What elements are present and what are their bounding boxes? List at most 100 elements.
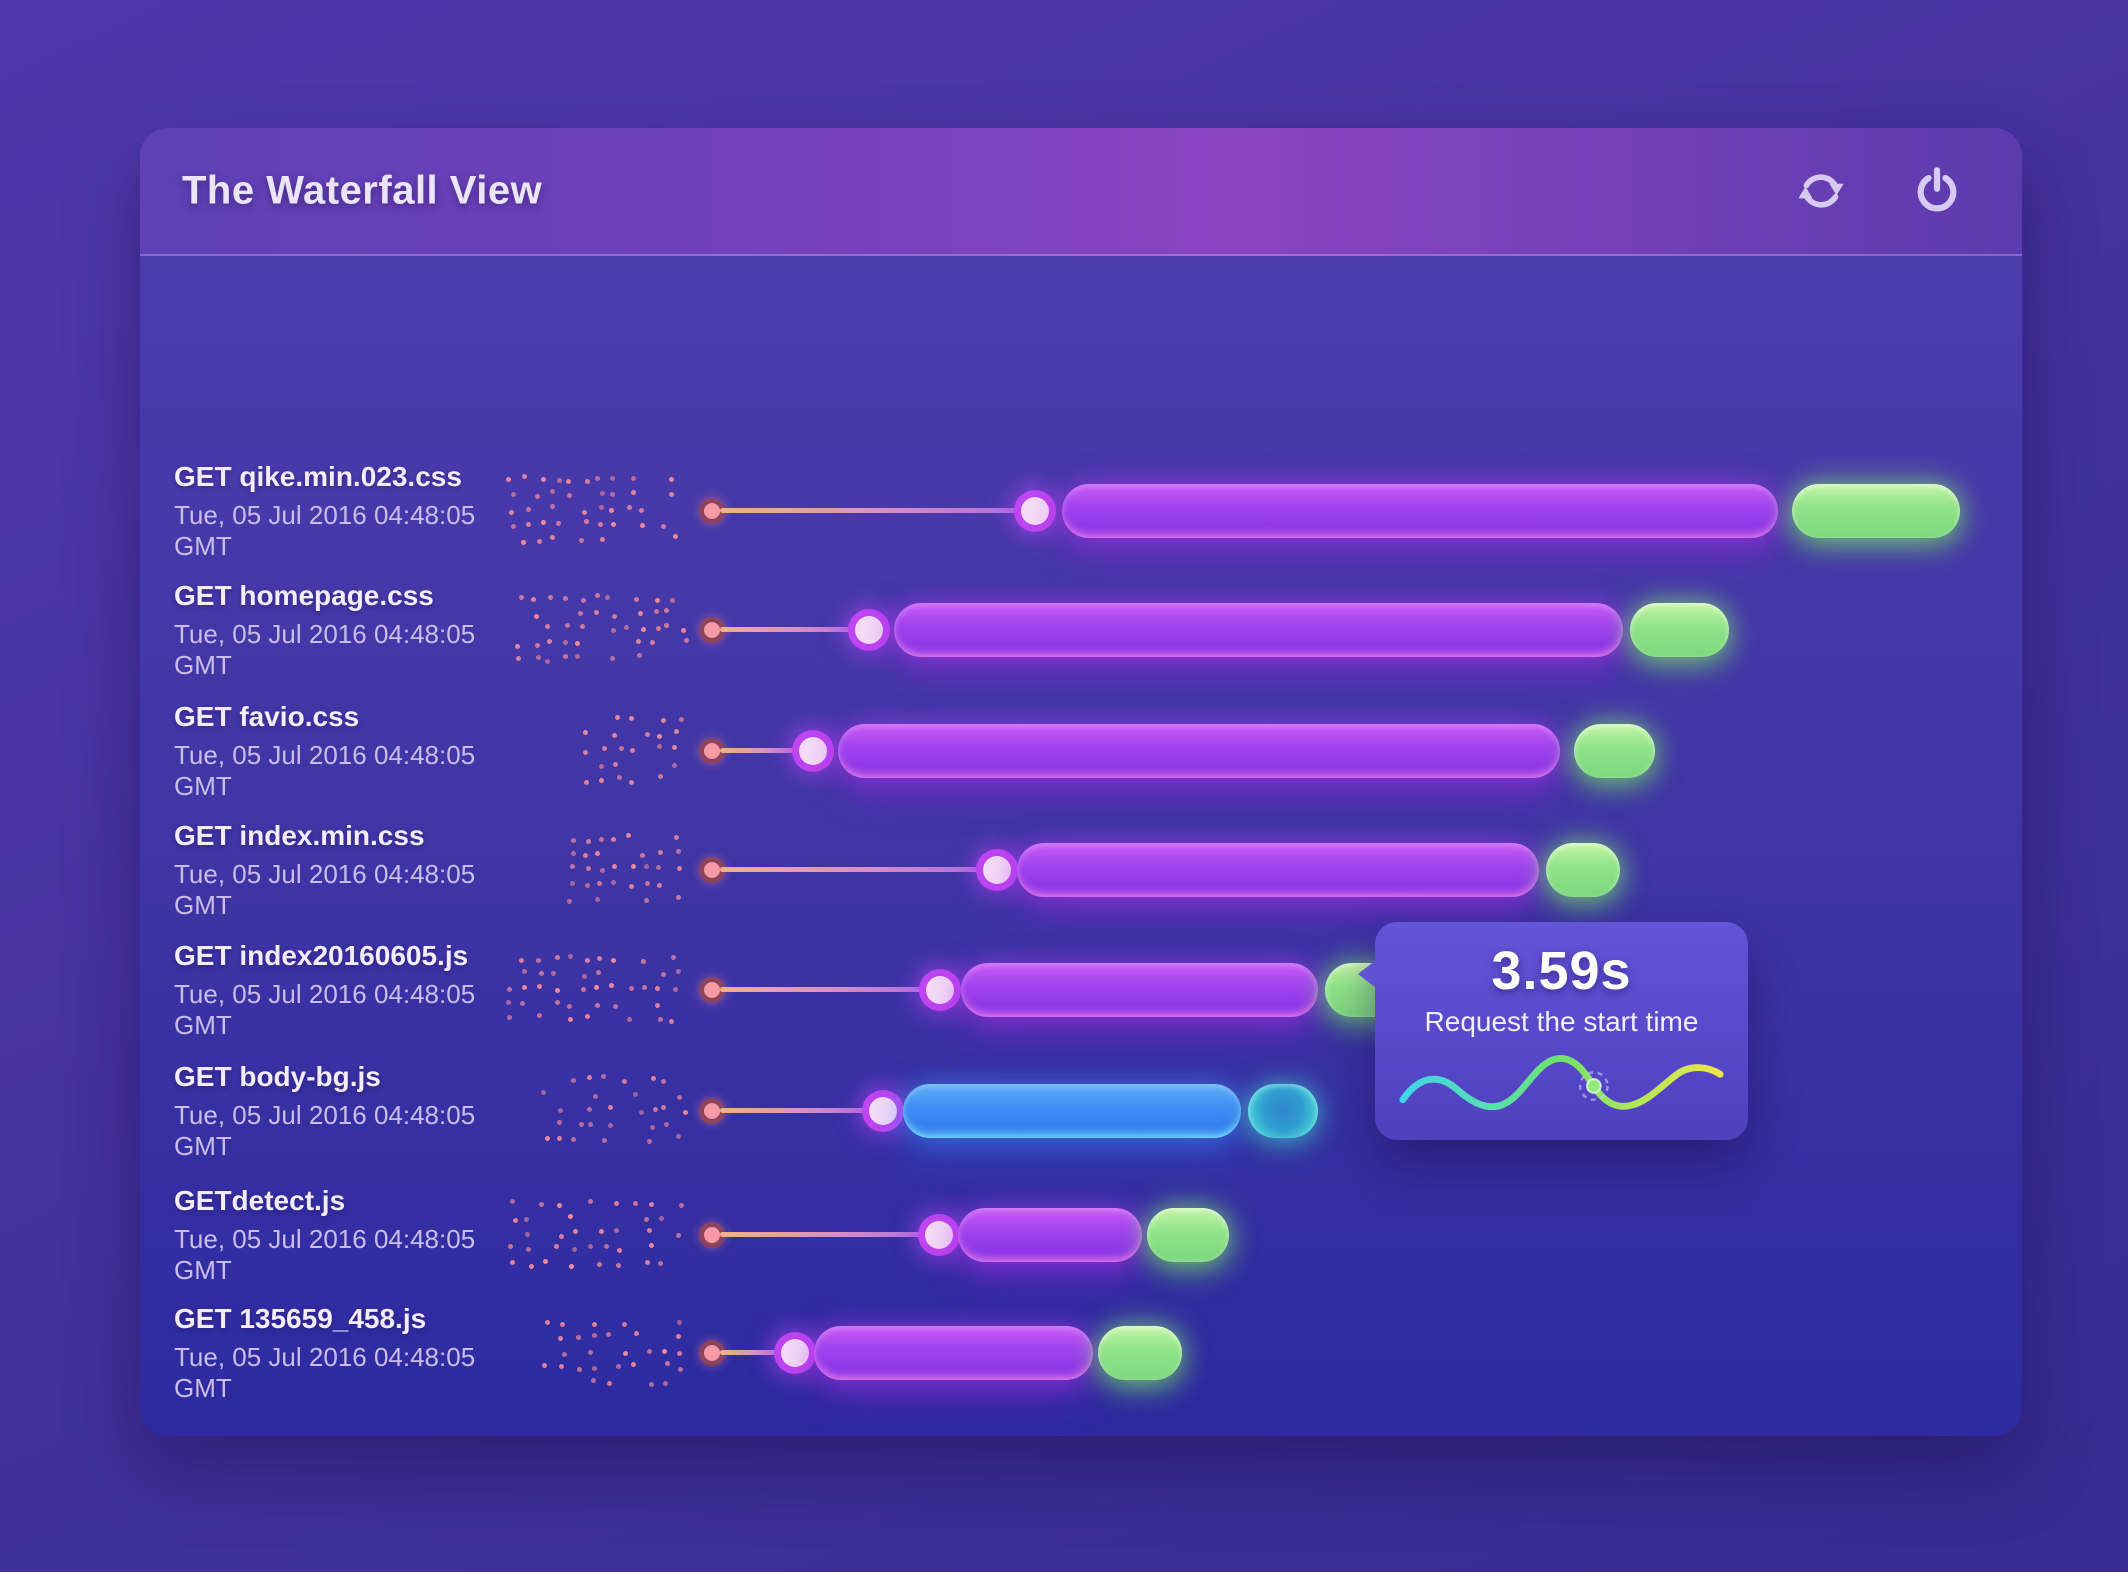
scatter-dot <box>536 1013 542 1019</box>
request-duration-bar[interactable] <box>961 963 1318 1017</box>
scatter-dot <box>611 837 617 843</box>
scatter-dot <box>526 506 532 512</box>
card-header: The Waterfall View <box>140 128 2022 256</box>
wait-line <box>720 1350 795 1355</box>
scatter-dot <box>591 1333 597 1339</box>
scatter-dot <box>629 883 635 889</box>
scatter-dot <box>640 853 646 859</box>
scatter-dot <box>578 610 584 616</box>
scatter-dot <box>576 1366 582 1372</box>
scatter-dot <box>669 477 675 483</box>
request-start-marker <box>918 1214 960 1256</box>
scatter-dot <box>616 1248 622 1254</box>
request-duration-bar[interactable] <box>903 1084 1241 1138</box>
wait-line <box>720 627 869 632</box>
scatter-dot <box>541 1090 547 1096</box>
waterfall-card: The Waterfall View <box>140 128 2022 1436</box>
scatter-dot <box>648 1202 654 1208</box>
request-label-block: GET qike.min.023.css Tue, 05 Jul 2016 04… <box>174 461 534 561</box>
scatter-dot <box>507 1014 513 1020</box>
request-duration-bar[interactable] <box>958 1208 1142 1262</box>
result-pill[interactable] <box>1630 603 1729 657</box>
scatter-dot <box>598 505 604 510</box>
scatter-dot <box>531 596 537 602</box>
scatter-dot <box>557 1119 563 1125</box>
scatter-dot <box>545 1135 551 1141</box>
request-start-marker <box>976 849 1018 891</box>
result-pill[interactable] <box>1792 484 1960 538</box>
request-label-block: GET 135659_458.js Tue, 05 Jul 2016 04:48… <box>174 1303 534 1403</box>
scatter-dot <box>525 521 531 527</box>
scatter-dot <box>661 1104 667 1110</box>
scatter-dot <box>570 837 576 843</box>
scatter-dot <box>597 1261 603 1267</box>
scatter-dot <box>566 478 572 484</box>
scatter-dot <box>572 1228 578 1234</box>
scatter-dot <box>676 1134 682 1140</box>
scatter-dot <box>506 999 512 1005</box>
scatter-dot <box>601 1074 607 1080</box>
scatter-dot <box>567 898 573 904</box>
scatter-dot <box>560 1321 566 1327</box>
wait-line <box>720 748 813 753</box>
request-duration-bar[interactable] <box>894 603 1623 657</box>
scatter-dot <box>509 1259 515 1265</box>
scatter-dot <box>674 835 680 841</box>
scatter-dot <box>655 597 661 603</box>
scatter-dot <box>627 1016 633 1022</box>
power-button[interactable] <box>1908 162 1966 220</box>
scatter-dot <box>606 1381 612 1387</box>
scatter-dot <box>656 865 662 871</box>
scatter-dot <box>631 1362 637 1368</box>
request-duration-bar[interactable] <box>1017 843 1539 897</box>
result-pill[interactable] <box>1574 724 1655 778</box>
scatter-dot <box>563 595 569 601</box>
refresh-button[interactable] <box>1792 162 1850 220</box>
request-duration-bar[interactable] <box>1062 484 1778 538</box>
scatter-dot <box>670 955 676 961</box>
request-duration-bar[interactable] <box>814 1326 1093 1380</box>
scatter-dot <box>579 624 585 630</box>
scatter-dot <box>570 863 576 869</box>
result-pill[interactable] <box>1098 1326 1182 1380</box>
scatter-dot <box>664 608 670 614</box>
scatter-dot <box>664 1122 670 1128</box>
scatter-dot <box>645 881 651 887</box>
scatter-dot <box>555 520 561 526</box>
result-pill[interactable] <box>1546 843 1620 897</box>
scatter-dot <box>623 624 629 630</box>
scatter-dot <box>599 867 605 873</box>
scatter-dots <box>567 833 689 907</box>
scatter-dot <box>616 1363 621 1369</box>
scatter-dot <box>556 477 562 483</box>
scatter-dot <box>506 987 512 993</box>
scatter-dot <box>592 1366 598 1372</box>
request-label-block: GET favio.css Tue, 05 Jul 2016 04:48:05 … <box>174 701 534 801</box>
scatter-dot <box>661 523 667 529</box>
scatter-dot <box>598 522 604 528</box>
result-pill[interactable] <box>1248 1084 1318 1138</box>
scatter-dot <box>591 1321 597 1327</box>
tooltip-value: 3.59s <box>1491 941 1632 1001</box>
scatter-dot <box>611 613 617 619</box>
scatter-dot <box>611 880 616 886</box>
scatter-dot <box>677 866 683 872</box>
scatter-dot <box>656 733 662 739</box>
scatter-dot <box>610 656 616 662</box>
scatter-dot <box>680 628 686 634</box>
result-pill[interactable] <box>1147 1208 1229 1262</box>
scatter-dot <box>519 957 525 963</box>
scatter-dot <box>609 983 615 989</box>
tooltip: 3.59s Request the start time <box>1358 922 1748 1140</box>
scatter-dot <box>612 761 618 767</box>
scatter-dot <box>661 1348 667 1354</box>
scatter-dot <box>595 1003 601 1009</box>
scatter-dot <box>636 653 642 659</box>
scatter-dot <box>605 1332 611 1338</box>
wait-line <box>720 867 997 872</box>
scatter-dot <box>653 608 659 614</box>
request-start-marker <box>1014 490 1056 532</box>
scatter-dot <box>534 643 540 649</box>
scatter-dot <box>588 1121 594 1127</box>
request-duration-bar[interactable] <box>838 724 1560 778</box>
